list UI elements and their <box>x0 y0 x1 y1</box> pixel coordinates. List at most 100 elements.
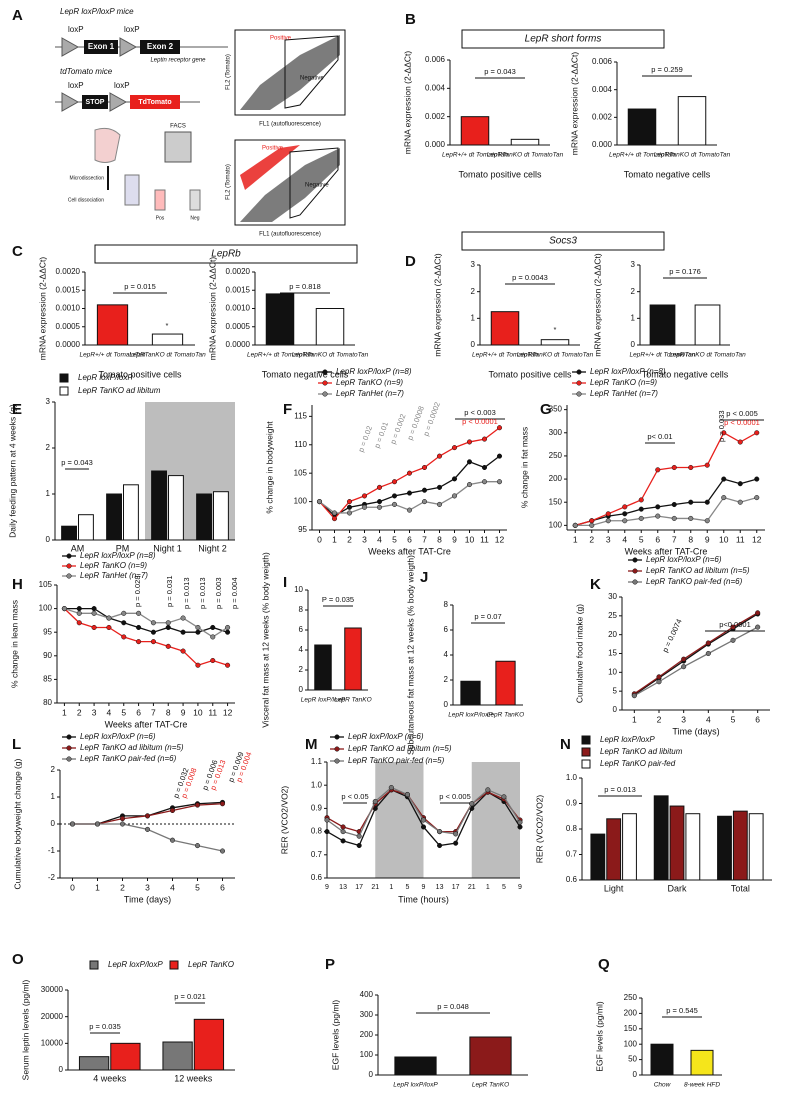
bar <box>650 1043 674 1076</box>
annotation: p = 0.545 <box>666 1006 698 1015</box>
legend-marker <box>581 735 591 745</box>
point <box>372 798 378 804</box>
bar <box>123 484 139 541</box>
y-tick-label: 105 <box>39 580 53 589</box>
legend-marker <box>169 960 179 970</box>
point <box>436 453 443 459</box>
panel-label: G <box>540 401 552 418</box>
y-tick-label: 3 <box>631 260 636 269</box>
point <box>453 840 459 846</box>
x-tick-label: 3 <box>92 707 97 717</box>
y-tick-label: 100 <box>624 1039 638 1048</box>
legend-label: LepR TanKO ad libitum <box>600 747 683 756</box>
point <box>704 462 710 468</box>
point <box>180 648 186 654</box>
exon-label: Exon 2 <box>147 42 174 51</box>
annotation: p = 0.002 <box>388 413 407 446</box>
y-axis-label: mRNA expression (2-ΔΔCt) <box>37 257 47 361</box>
point <box>76 620 82 626</box>
y-tick-label: 3 <box>471 260 476 269</box>
bar <box>460 680 481 706</box>
point <box>705 650 711 657</box>
point <box>180 615 186 621</box>
point <box>225 629 231 635</box>
panel-title: LepR short forms <box>525 34 602 45</box>
point <box>150 620 156 626</box>
annotation: p = 0.043 <box>61 458 93 467</box>
y-axis-label: mRNA expression (2-ΔΔCt) <box>432 253 442 357</box>
legend-label: LepR TanKO pair-fed (n=6) <box>80 754 177 763</box>
loxp <box>61 37 80 57</box>
tube-label: Pos <box>156 215 165 221</box>
y-axis-label: RER (VCO2/VO2) <box>279 786 289 855</box>
x-tick-label: 8-week HFD <box>684 1082 720 1089</box>
bar <box>732 810 748 881</box>
point <box>144 826 151 832</box>
series-line <box>575 431 758 526</box>
x-tick-label: 10 <box>465 534 475 544</box>
series-line <box>634 626 758 697</box>
point <box>421 464 428 471</box>
y-tick-label: 0.7 <box>311 850 323 859</box>
bar <box>510 138 540 146</box>
point <box>730 637 736 643</box>
step-label: Microdissection <box>70 175 105 181</box>
y-axis-label: Cumulative bodyweight change (g) <box>12 758 22 889</box>
y-tick-label: 5 <box>613 686 618 695</box>
point <box>356 842 362 849</box>
x-tick-label: 12 <box>223 707 233 717</box>
point <box>704 518 710 524</box>
bar <box>162 1041 193 1071</box>
point <box>589 522 595 528</box>
point <box>466 439 473 445</box>
x-tick-label: PM <box>116 543 130 553</box>
y-axis-label: Daily feeding pattern at 4 weeks (g) <box>7 404 17 538</box>
gate <box>284 35 339 109</box>
point <box>346 510 353 516</box>
series-line <box>72 801 223 825</box>
bar <box>606 818 622 881</box>
y-tick-label: 20000 <box>41 1012 64 1021</box>
bar <box>193 1018 225 1071</box>
point <box>376 499 383 505</box>
point <box>485 787 491 793</box>
y-tick-label: 0.0020 <box>56 267 81 276</box>
point <box>605 518 611 524</box>
x-tick-label: LepRTanKO dt TomatoTan <box>669 352 746 359</box>
y-tick-label: 0.006 <box>425 55 446 64</box>
y-tick-label: 0 <box>633 1070 638 1079</box>
bar <box>265 293 295 346</box>
x-tick-label: LepR loxP/loxP <box>301 697 346 704</box>
point <box>496 453 503 459</box>
flow-positive <box>240 145 300 190</box>
x-tick-label: LepR loxP/loxP <box>393 1082 438 1089</box>
panel-label: J <box>420 569 428 586</box>
y-axis-label: EGF levels (pg/ml) <box>594 1001 604 1072</box>
x-axis-label: Time (days) <box>672 726 719 736</box>
point <box>496 425 503 431</box>
y-tick-label: 300 <box>360 1010 374 1019</box>
y-axis-label: % change in bodyweight <box>264 421 274 514</box>
y-tick-label: 0.8 <box>311 827 323 836</box>
x-tick-label: LepR+/+ dt TomatoTan <box>472 352 538 359</box>
y-tick-label: 0 <box>613 705 618 714</box>
point <box>91 624 97 631</box>
annotation: p = 0.015 <box>124 282 156 291</box>
annotation: p = 0.02 <box>356 425 374 454</box>
x-tick-label: 1 <box>95 882 100 892</box>
series-line <box>575 496 757 527</box>
loxp-label: loxP <box>124 25 140 34</box>
stop-box <box>82 95 108 109</box>
x-tick-label: 2 <box>589 534 594 544</box>
y-axis-label: RER (VCO2/VO2) <box>534 795 544 864</box>
x-tick-label: 5 <box>392 534 397 544</box>
point <box>136 610 142 616</box>
point <box>638 515 644 521</box>
tube <box>154 189 166 211</box>
y-tick-label: 0.0015 <box>226 285 251 294</box>
x-tick-label: LepR+/+ dt TomatoTan <box>609 152 675 159</box>
y-tick-label: 0.0005 <box>226 322 251 331</box>
point <box>655 513 661 519</box>
loxp <box>61 92 80 112</box>
x-tick-label: 17 <box>452 884 460 891</box>
